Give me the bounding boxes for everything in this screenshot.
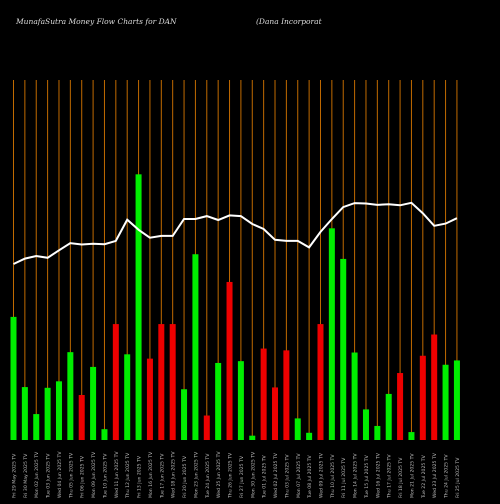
x-tick-label: Wed 23 Jul 2025 TV — [432, 452, 438, 498]
x-tick-label: Mon 30 Jun 2025 TV — [250, 451, 256, 498]
x-tick-label: Wed 25 Jun 2025 TV — [216, 451, 222, 498]
x-tick-label: Fri 11 Jul 2025 TV — [341, 457, 347, 498]
bar-03/07/2025 — [283, 350, 290, 440]
x-tick-label: Thu 26 Jun 2025 TV — [228, 452, 234, 499]
x-tick-label: Wed 16 Jul 2025 TV — [375, 452, 381, 498]
bar-05/06/2025 — [67, 352, 74, 440]
bar-15/07/2025 — [362, 409, 369, 440]
bar-13/06/2025 — [135, 174, 142, 440]
x-tick-label: Tue 08 Jul 2025 TV — [307, 454, 313, 499]
x-tick-label: Mon 14 Jul 2025 TV — [353, 453, 359, 498]
x-tick-label: Thu 05 Jun 2025 TV — [68, 452, 74, 499]
bar-18/07/2025 — [397, 373, 404, 440]
bar-24/07/2025 — [442, 364, 449, 440]
line-series — [13, 201, 458, 265]
bar-21/07/2025 — [408, 432, 415, 440]
bar-27/06/2025 — [237, 361, 244, 440]
bar-08/07/2025 — [306, 432, 313, 440]
x-tick-label: Tue 22 Jul 2025 TV — [421, 454, 427, 499]
bar-04/06/2025 — [55, 381, 62, 440]
chart-subtitle: (Dana Incorporat — [256, 17, 322, 26]
bar-11/07/2025 — [340, 258, 347, 440]
bar-17/06/2025 — [158, 324, 165, 440]
bar-22/07/2025 — [419, 355, 426, 440]
bar-07/07/2025 — [294, 418, 301, 440]
x-tick-label: Mon 07 Jul 2025 TV — [296, 453, 302, 498]
x-tick-label: Fri 18 Jul 2025 TV — [398, 457, 404, 498]
bar-03/06/2025 — [44, 387, 51, 440]
bar-25/06/2025 — [215, 362, 222, 440]
bar-02/07/2025 — [272, 387, 279, 440]
x-tick-label: Fri 25 Jul 2025 TV — [455, 457, 461, 498]
x-tick-label: Wed 09 Jul 2025 TV — [318, 452, 324, 498]
bar-30/06/2025 — [249, 435, 256, 440]
x-tick-label: Thu 17 Jul 2025 TV — [387, 454, 393, 499]
x-tick-label: Mon 16 Jun 2025 TV — [148, 451, 154, 498]
x-tick-label: Mon 09 Jun 2025 TV — [91, 451, 97, 498]
x-tick-label: Wed 04 Jun 2025 TV — [57, 451, 63, 498]
bar-01/07/2025 — [260, 348, 267, 440]
x-tick-label: Tue 24 Jun 2025 TV — [205, 453, 211, 499]
x-tick-label: Thu 10 Jul 2025 TV — [330, 454, 336, 499]
x-tick-labels: Fri 29 May 2025 TV Fri 30 May 2025 TV Mon … — [12, 451, 461, 499]
x-tick-label: Fri 06 Jun 2025 TV — [80, 455, 86, 498]
bar-series — [10, 174, 460, 440]
x-tick-label: Mon 02 Jun 2025 TV — [34, 451, 40, 498]
bar-26/06/2025 — [226, 281, 233, 440]
x-tick-label: Thu 24 Jul 2025 TV — [444, 454, 450, 499]
x-tick-label: Thu 12 Jun 2025 TV — [125, 452, 131, 499]
x-tick-label: Tue 17 Jun 2025 TV — [159, 453, 165, 499]
x-tick-label: Tue 15 Jul 2025 TV — [364, 454, 370, 499]
bar-09/06/2025 — [90, 366, 97, 440]
money-flow-line — [13, 201, 458, 265]
x-tick-label: Mon 21 Jul 2025 TV — [409, 453, 415, 498]
bar-30/05/2025 — [21, 387, 28, 440]
bar-18/06/2025 — [169, 324, 176, 440]
x-tick-label: Tue 10 Jun 2025 TV — [102, 453, 108, 499]
x-tick-label: Thu 03 Jul 2025 TV — [284, 454, 290, 499]
bar-11/06/2025 — [112, 324, 119, 440]
bar-17/07/2025 — [385, 393, 392, 440]
bar-09/07/2025 — [317, 324, 324, 440]
bar-02/06/2025 — [33, 414, 40, 440]
bar-10/06/2025 — [101, 429, 108, 440]
x-tick-label: Wed 11 Jun 2025 TV — [114, 451, 120, 498]
x-tick-label: Mon 23 Jun 2025 TV — [193, 451, 199, 498]
grid-lines — [13, 80, 458, 440]
bar-10/07/2025 — [328, 228, 335, 440]
chart-title: MunafaSutra Money Flow Charts for DAN — [16, 17, 177, 26]
bar-06/06/2025 — [78, 395, 85, 440]
bar-23/06/2025 — [192, 254, 199, 440]
bar-29/05/2025 — [10, 316, 17, 440]
x-tick-label: Wed 02 Jul 2025 TV — [273, 452, 279, 498]
x-tick-label: Fri 30 May 2025 TV — [23, 453, 29, 498]
bar-25/07/2025 — [453, 360, 460, 440]
x-tick-label: Fri 27 Jun 2025 TV — [239, 455, 245, 498]
x-tick-label: Fri 20 Jun 2025 TV — [182, 455, 188, 498]
bar-12/06/2025 — [124, 354, 131, 440]
x-tick-label: Wed 18 Jun 2025 TV — [171, 451, 177, 498]
bar-20/06/2025 — [181, 389, 188, 440]
bar-23/07/2025 — [431, 334, 438, 440]
x-tick-label: Fri 13 Jun 2025 TV — [137, 455, 143, 498]
bar-16/06/2025 — [146, 358, 153, 440]
x-tick-label: Tue 03 Jun 2025 TV — [46, 453, 52, 499]
x-tick-label: Fri 29 May 2025 TV — [12, 453, 18, 498]
bar-24/06/2025 — [203, 415, 210, 440]
bar-16/07/2025 — [374, 425, 381, 440]
bar-14/07/2025 — [351, 352, 358, 440]
x-tick-label: Tue 01 Jul 2025 TV — [262, 454, 268, 499]
